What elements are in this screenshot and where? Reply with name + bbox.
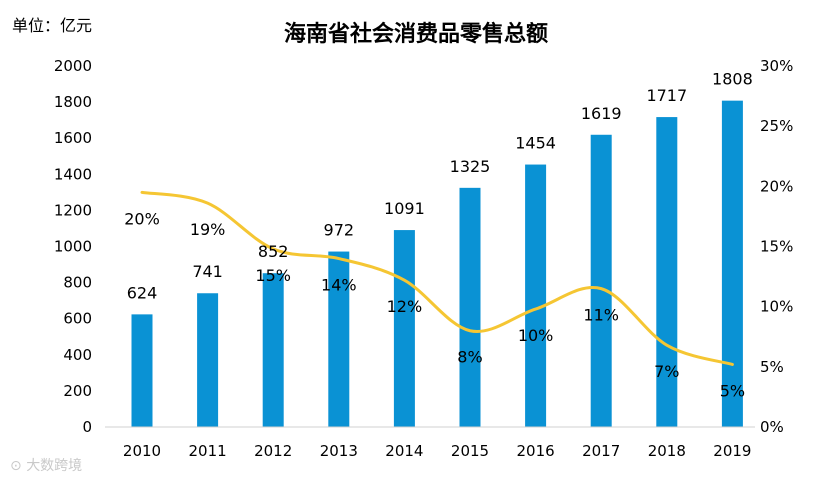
growth-rate-label: 20%	[124, 209, 160, 228]
x-axis-tick-label: 2010	[123, 442, 161, 460]
left-axis-tick-label: 800	[63, 274, 92, 292]
bar-value-label: 1717	[646, 86, 687, 105]
bar-value-label: 1325	[450, 157, 491, 176]
right-axis-tick-label: 20%	[760, 177, 793, 195]
growth-rate-label: 15%	[255, 266, 291, 285]
growth-rate-label: 14%	[321, 276, 357, 295]
left-axis-tick-label: 1000	[54, 238, 92, 256]
bar	[721, 100, 743, 427]
bar	[525, 164, 547, 428]
bar	[590, 134, 612, 427]
right-axis: 0% 5% 10% 15% 20% 25% 30%	[760, 57, 793, 436]
x-axis-tick-label: 2017	[582, 442, 620, 460]
watermark-icon: ⊙	[10, 458, 22, 474]
growth-line	[140, 190, 734, 366]
bar-value-label: 1808	[712, 70, 753, 89]
left-axis: 0 200 400 600 800 1000 1200 1400 1600 1800 2000	[54, 57, 92, 436]
bar-value-label: 1619	[581, 104, 622, 123]
growth-rate-label: 10%	[518, 326, 554, 345]
x-axis-tick-label: 2019	[713, 442, 751, 460]
right-axis-tick-label: 25%	[760, 117, 793, 135]
growth-rate-label: 5%	[720, 381, 745, 400]
left-axis-tick-label: 0	[82, 418, 92, 436]
right-axis-tick-label: 30%	[760, 57, 793, 75]
right-axis-tick-label: 0%	[760, 418, 784, 436]
left-axis-tick-label: 1600	[54, 129, 92, 147]
watermark: ⊙ 大数跨境	[10, 455, 82, 475]
growth-rate-label: 11%	[583, 306, 619, 325]
left-axis-tick-label: 2000	[54, 57, 92, 75]
left-axis-tick-label: 400	[63, 346, 92, 364]
bar	[197, 293, 219, 427]
x-axis-tick-label: 2013	[320, 442, 358, 460]
left-axis-tick-label: 1200	[54, 201, 92, 219]
bar-value-label: 624	[127, 283, 158, 302]
left-axis-tick-label: 200	[63, 382, 92, 400]
growth-rate-label: 12%	[387, 297, 423, 316]
data-labels: 624 741 852 972 1091 1325 1454 1619 1717 1808 20% 1…	[124, 70, 753, 401]
x-axis-tick-label: 2016	[517, 442, 555, 460]
bar-value-label: 1454	[515, 134, 556, 153]
x-axis-tick-label: 2011	[189, 442, 227, 460]
bar	[131, 314, 153, 427]
growth-rate-label: 8%	[457, 348, 482, 367]
right-axis-tick-label: 10%	[760, 298, 793, 316]
right-axis-tick-label: 5%	[760, 358, 784, 376]
line-series	[140, 190, 734, 366]
x-axis-tick-label: 2014	[385, 442, 423, 460]
watermark-text: 大数跨境	[26, 458, 83, 474]
x-axis-tick-label: 2018	[648, 442, 686, 460]
bar-value-label: 1091	[384, 199, 425, 218]
bar-value-label: 741	[192, 262, 223, 281]
x-axis-tick-label: 2015	[451, 442, 489, 460]
bar-series	[131, 100, 743, 428]
bar	[393, 230, 415, 427]
left-axis-tick-label: 600	[63, 310, 92, 328]
x-axis: 2010 2011 2012 2013 2014 2015 2016 2017 2018 2019	[105, 426, 755, 460]
unit-label: 单位：亿元	[12, 16, 93, 35]
bar-value-label: 852	[258, 242, 289, 261]
chart-title: 海南省社会消费品零售总额	[283, 22, 548, 47]
x-axis-tick-label: 2012	[254, 442, 292, 460]
bar	[459, 187, 481, 427]
left-axis-tick-label: 1800	[54, 93, 92, 111]
bar	[328, 251, 350, 427]
growth-rate-label: 7%	[654, 362, 679, 381]
bar-value-label: 972	[324, 221, 355, 240]
left-axis-tick-label: 1400	[54, 165, 92, 183]
bar	[262, 273, 284, 427]
growth-rate-label: 19%	[190, 220, 226, 239]
right-axis-tick-label: 15%	[760, 238, 793, 256]
